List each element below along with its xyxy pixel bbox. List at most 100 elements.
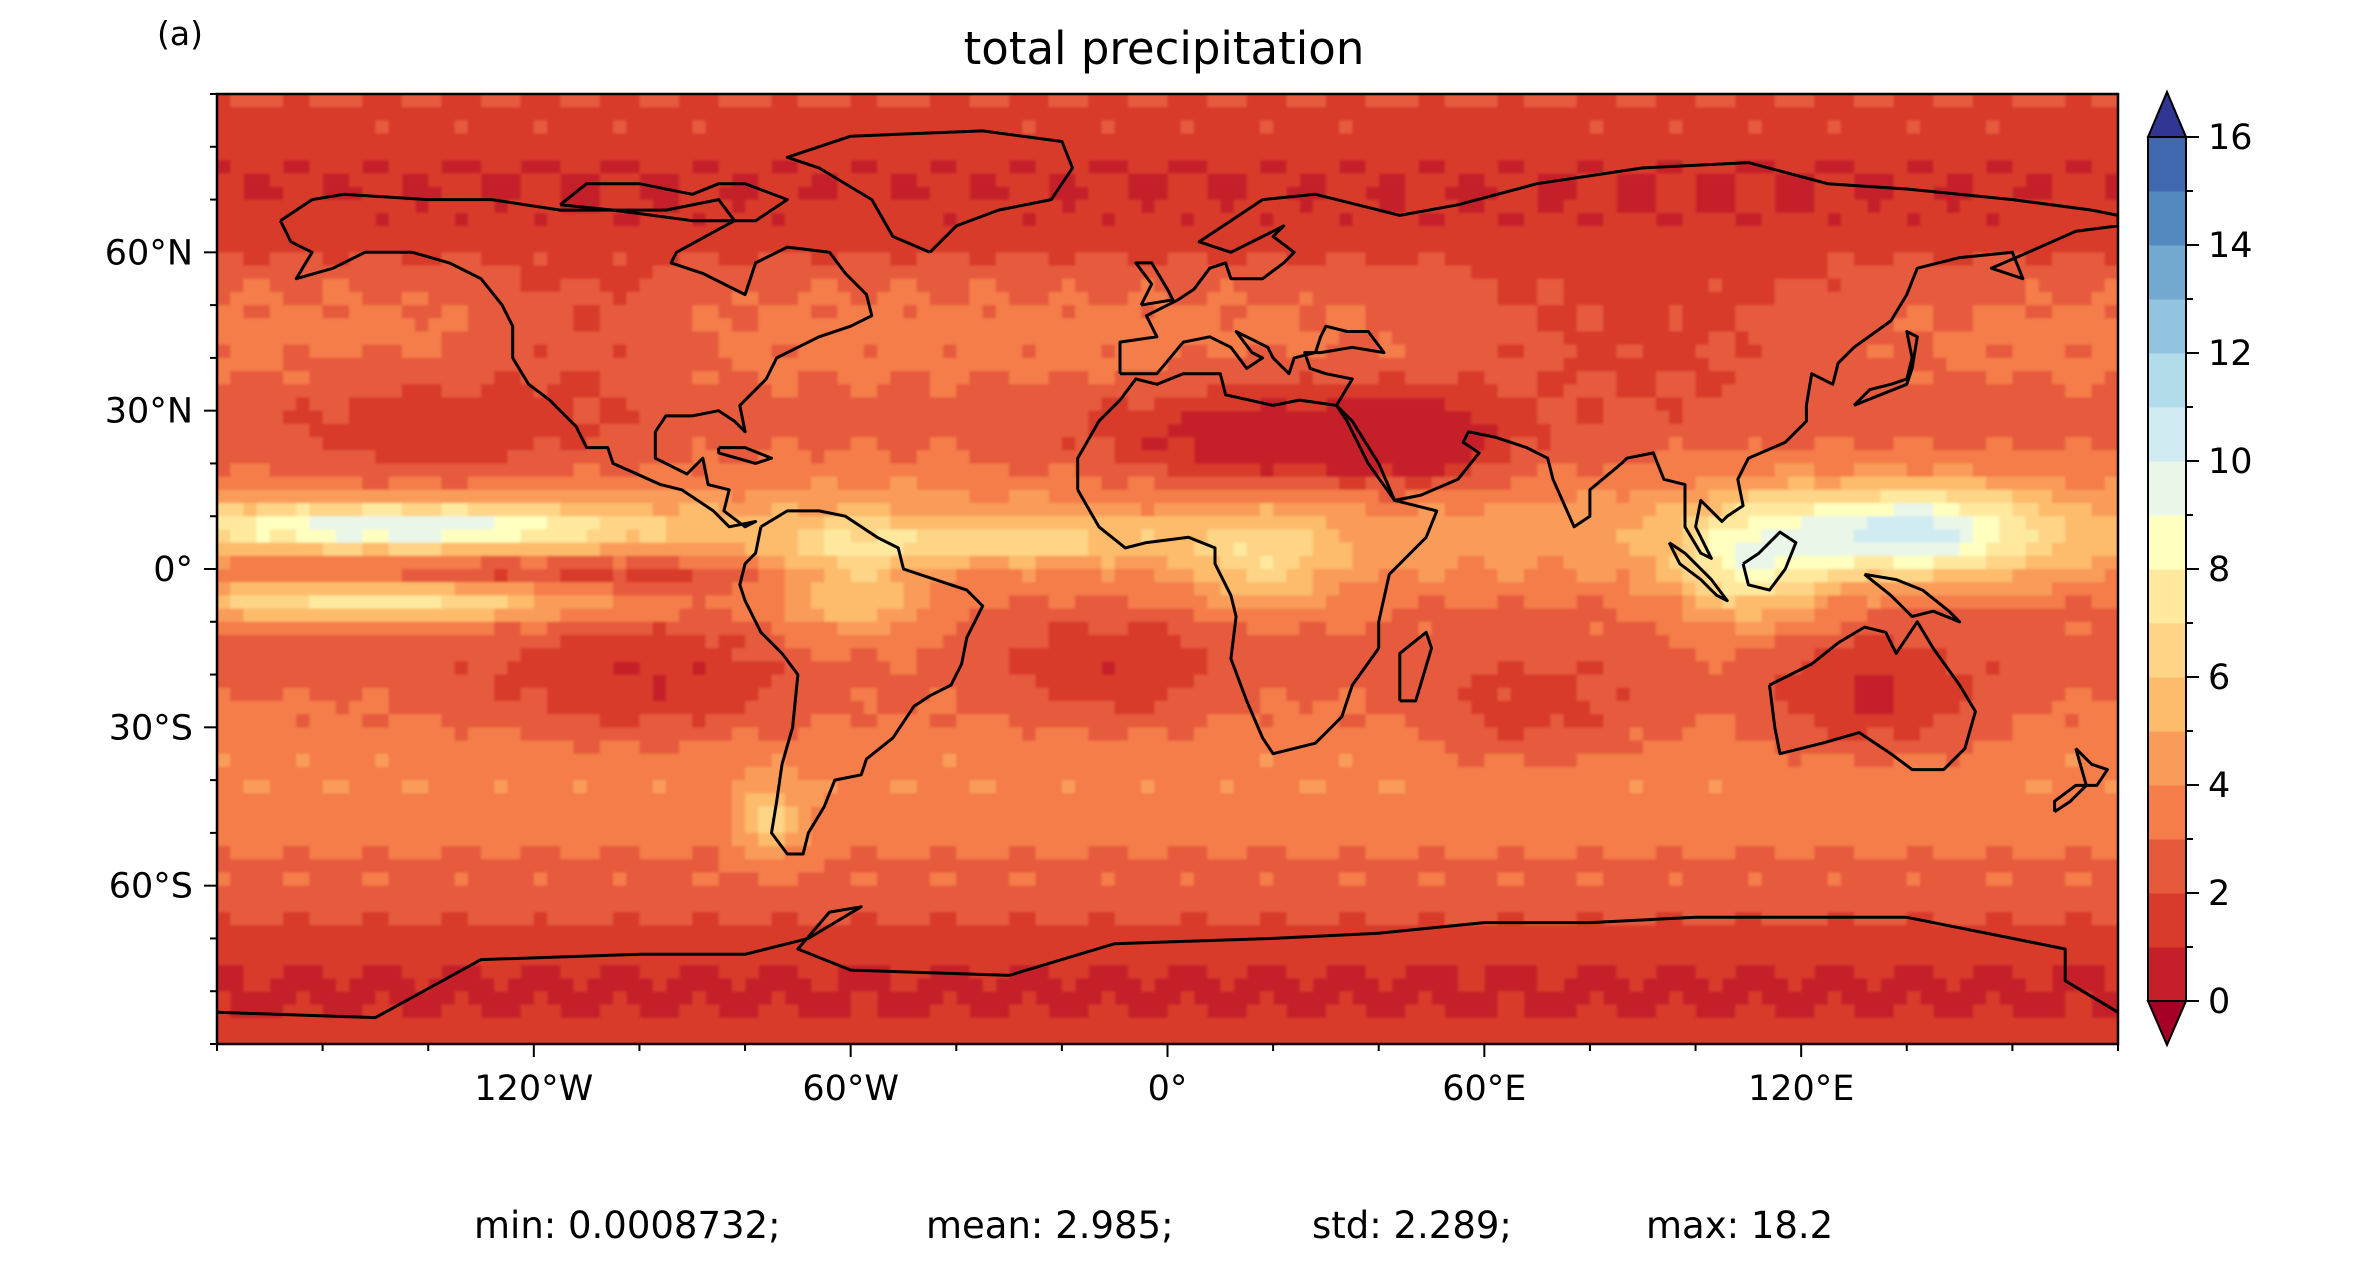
colorbar-tick-label: 10 (2208, 442, 2253, 482)
field-cell (349, 305, 403, 319)
field-cell (1061, 305, 1076, 319)
field-cell (309, 846, 363, 860)
field-cell (362, 529, 390, 544)
field-cell (943, 753, 957, 768)
field-cell (1022, 120, 1037, 135)
field-cell (1114, 120, 1182, 135)
field-cell (1893, 727, 1921, 742)
field-cell (1523, 569, 1578, 583)
field-cell (481, 555, 522, 570)
field-cell (811, 714, 852, 728)
field-cell (1563, 384, 1617, 399)
field-cell (2051, 252, 2106, 267)
field-cell (916, 173, 971, 187)
field-cell (2065, 1004, 2093, 1019)
field-cell (903, 542, 1089, 557)
field-cell (243, 608, 495, 623)
field-cell (890, 621, 957, 636)
field-cell (1061, 278, 1076, 293)
field-cell (1814, 503, 1895, 517)
colorbar-segment (2148, 839, 2186, 894)
field-cell (269, 463, 575, 478)
field-cell (1035, 912, 1089, 926)
field-cell (1207, 291, 1248, 306)
field-cell (1774, 291, 2027, 306)
field-cell (1101, 344, 1116, 359)
field-cell (230, 94, 284, 108)
field-cell (1009, 94, 1050, 108)
field-cell (1616, 687, 1631, 702)
field-cell (1088, 371, 1116, 385)
field-cell (1985, 661, 2000, 676)
field-cell (797, 964, 839, 979)
field-cell (2012, 912, 2066, 926)
field-cell (956, 384, 1208, 399)
field-cell (1127, 595, 1208, 610)
field-cell (679, 199, 733, 214)
field-cell (1365, 700, 1472, 715)
field-cell (1801, 753, 1855, 768)
field-cell (824, 450, 891, 465)
field-cell (639, 529, 667, 544)
field-cell (1999, 529, 2040, 544)
coastline-path (1741, 530, 1798, 592)
field-cell (441, 331, 720, 346)
field-cell (797, 872, 852, 887)
field-cell (217, 133, 2118, 148)
field-cell (1497, 94, 1525, 108)
field-cell (613, 252, 627, 267)
field-cell (1721, 555, 1736, 570)
field-cell (1405, 780, 1631, 794)
field-cell (1444, 503, 1485, 517)
field-cell (692, 371, 720, 385)
field-cell (916, 529, 1089, 544)
field-cell (2012, 489, 2053, 504)
field-cell (388, 912, 443, 926)
field-cell (1114, 344, 1182, 359)
field-cell (1655, 186, 1697, 201)
field-cell (758, 173, 812, 187)
field-cell (573, 410, 601, 425)
coastline-path (279, 192, 874, 529)
field-cell (217, 912, 231, 926)
field-cell (1127, 621, 1169, 636)
field-cell (1972, 305, 2027, 319)
field-cell (1774, 687, 1855, 702)
field-cell (1497, 661, 1525, 676)
field-cell (1589, 621, 1604, 636)
field-cell (1405, 173, 1459, 187)
field-cell (1325, 186, 1367, 201)
field-cell (1497, 595, 1525, 610)
field-cell (1259, 912, 1287, 926)
field-cell (1629, 489, 1710, 504)
field-cell (929, 1004, 971, 1019)
field-cell (1682, 608, 1736, 623)
field-cell (1035, 674, 1195, 689)
field-cell (1906, 991, 1921, 1006)
field-cell (718, 872, 759, 887)
field-cell (1985, 371, 2013, 385)
field-cell (758, 305, 812, 319)
field-cell (217, 450, 377, 465)
field-cell (1207, 912, 1261, 926)
field-cell (1009, 648, 1208, 662)
field-cell (665, 780, 733, 794)
field-cell (705, 714, 812, 728)
field-cell (1814, 94, 1855, 108)
field-cell (758, 872, 799, 887)
field-cell (1603, 846, 1657, 860)
field-cell (1035, 555, 1103, 570)
field-cell (929, 291, 971, 306)
field-cell (1867, 727, 1895, 742)
field-cell (1537, 318, 1578, 333)
field-cell (1075, 437, 1116, 451)
field-cell (1484, 714, 1551, 728)
colorbar-tick-label: 12 (2208, 334, 2253, 374)
field-cell (639, 912, 693, 926)
field-cell (679, 1004, 720, 1019)
field-cell (415, 318, 429, 333)
field-cell (467, 661, 509, 676)
field-cell (296, 714, 311, 728)
field-cell (1814, 595, 1829, 610)
